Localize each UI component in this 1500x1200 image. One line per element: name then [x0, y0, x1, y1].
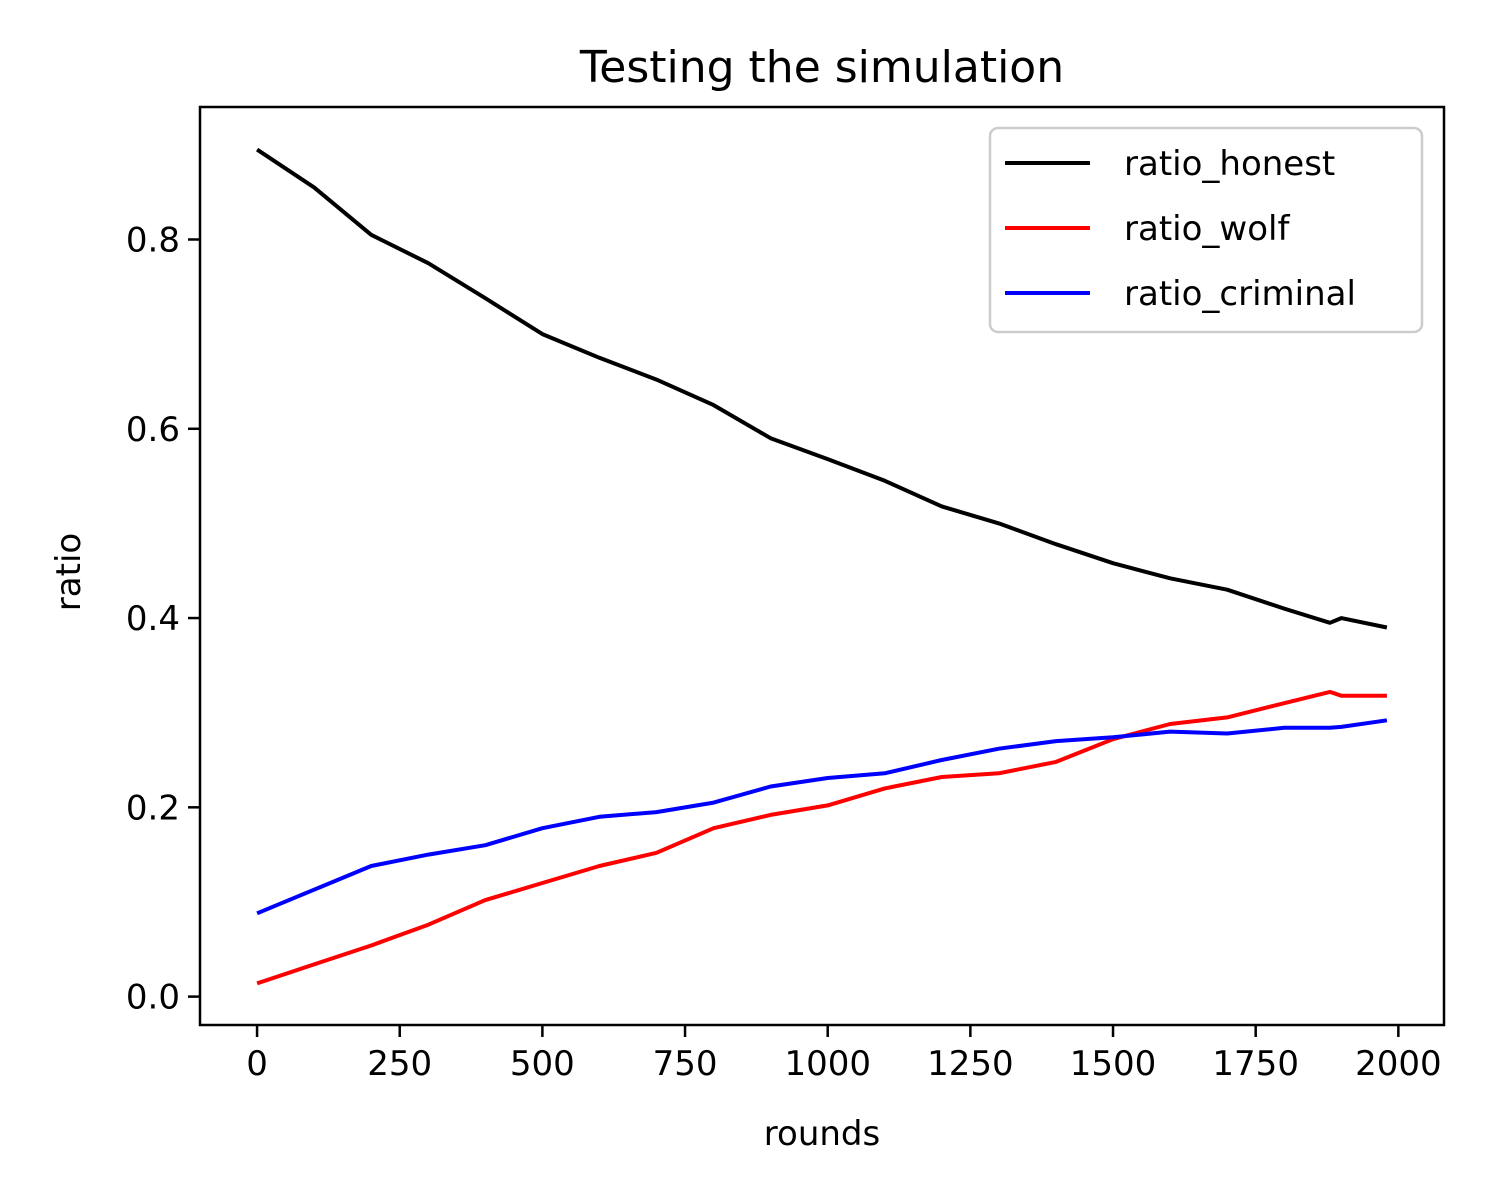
series-layer — [255, 147, 1388, 986]
y-axis: 0.0 0.2 0.4 0.6 0.8 — [126, 220, 200, 1018]
plot-frame — [198, 105, 1446, 1027]
x-tick-label: 250 — [367, 1044, 432, 1084]
x-tick-label: 1750 — [1212, 1044, 1299, 1084]
legend: ratio_honest ratio_wolf ratio_criminal — [988, 126, 1424, 334]
x-axis-label: rounds — [764, 1114, 880, 1154]
legend-label: ratio_honest — [1124, 144, 1335, 184]
x-tick-label: 1000 — [784, 1044, 871, 1084]
y-axis-label: ratio — [49, 533, 89, 611]
series-line-ratio-wolf — [256, 689, 1387, 986]
x-tick-label: 1250 — [927, 1044, 1014, 1084]
chart-title: Testing the simulation — [579, 42, 1064, 93]
y-tick-label: 0.8 — [126, 220, 180, 260]
y-tick-label: 0.4 — [126, 599, 180, 639]
series-line-ratio-criminal — [256, 718, 1388, 916]
x-tick-label: 1500 — [1070, 1044, 1157, 1084]
y-tick-label: 0.6 — [126, 410, 180, 450]
x-tick-label: 2000 — [1355, 1044, 1442, 1084]
legend-label: ratio_wolf — [1124, 209, 1290, 249]
y-tick-label: 0.2 — [126, 788, 180, 828]
x-tick-label: 0 — [246, 1044, 268, 1084]
series-line-ratio-honest — [255, 147, 1388, 630]
legend-entries: ratio_honest ratio_wolf ratio_criminal — [1005, 144, 1356, 314]
legend-label: ratio_criminal — [1124, 274, 1356, 314]
x-tick-label: 500 — [510, 1044, 575, 1084]
x-axis: 0 250 500 750 1000 1250 1500 1750 2000 — [246, 1025, 1442, 1084]
legend-frame — [988, 126, 1424, 334]
x-tick-label: 750 — [653, 1044, 718, 1084]
y-tick-label: 0.0 — [126, 978, 180, 1018]
